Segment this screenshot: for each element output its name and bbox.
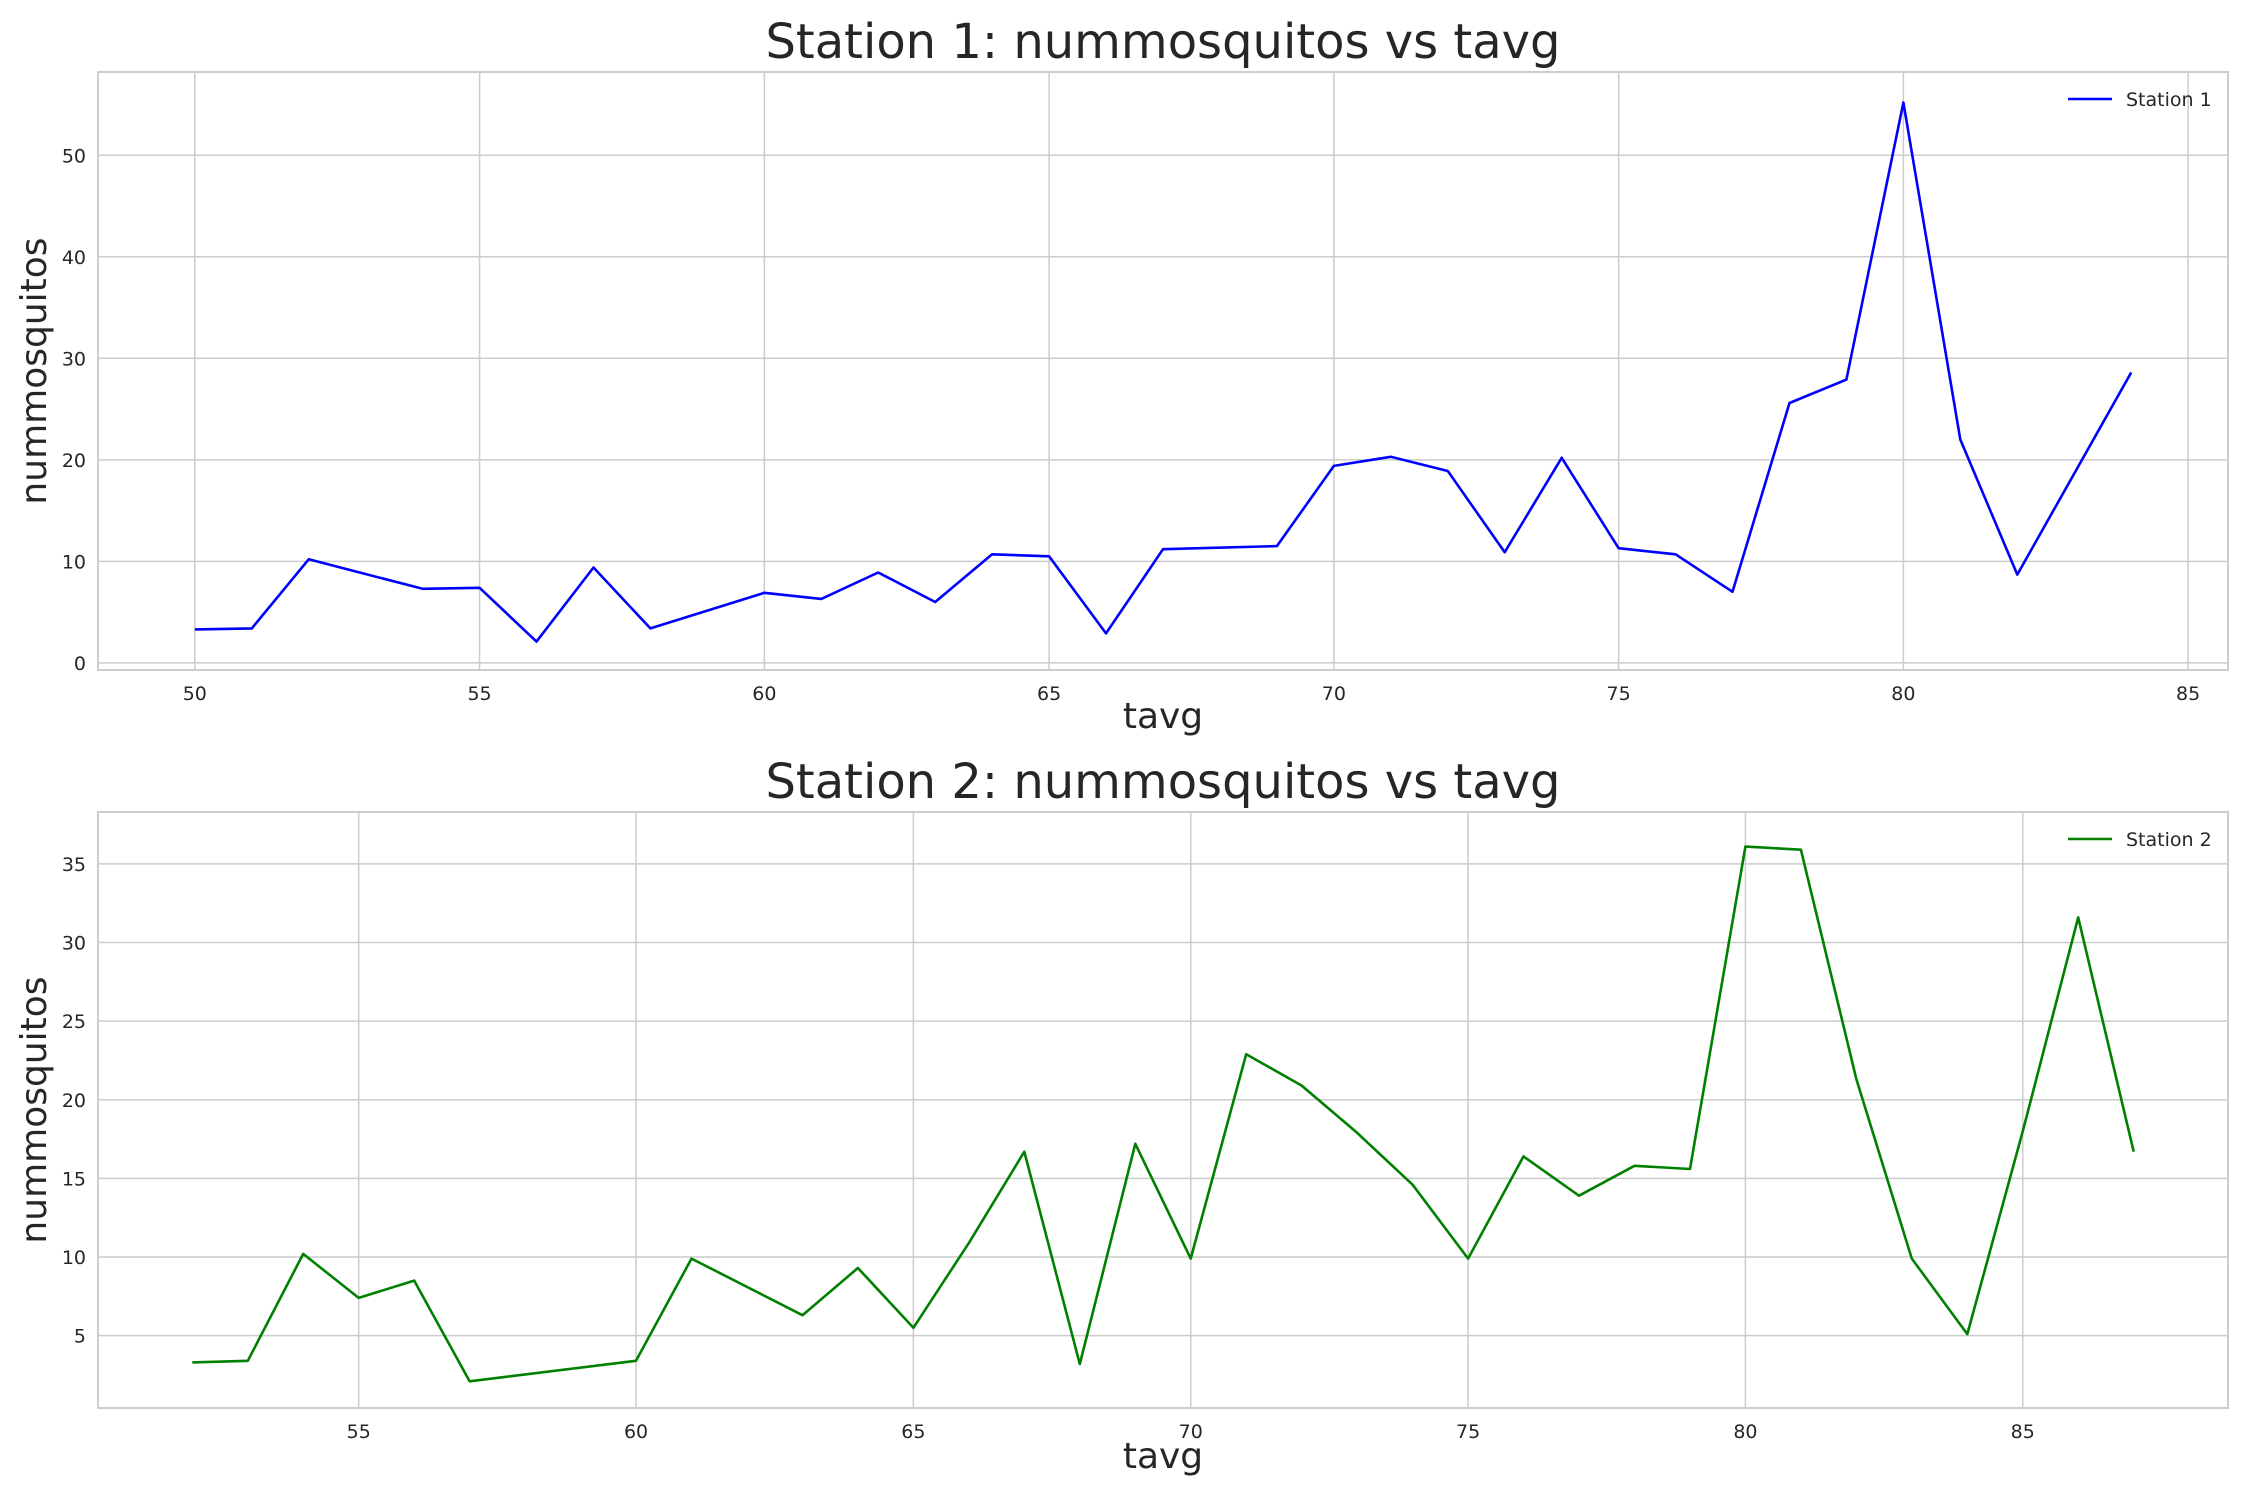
y-tick-label: 30: [62, 348, 86, 370]
x-tick-label: 85: [2011, 1421, 2035, 1443]
y-tick-label: 5: [74, 1326, 86, 1348]
chart-panel-2: 55 60 65 70 75 80 85 5 10 15 20 25 30 35 Station 2: nu…: [14, 754, 2229, 1477]
x-tick-label: 75: [1607, 683, 1631, 705]
series-line-1: [192, 845, 2135, 1383]
legend-label: Station 2: [2126, 829, 2212, 851]
series-line-1: [194, 101, 2133, 643]
x-tick-label: 80: [1733, 1421, 1757, 1443]
x-tick-label: 60: [624, 1421, 648, 1443]
x-tick-label: 85: [2176, 683, 2200, 705]
x-tick-label: 75: [1456, 1421, 1480, 1443]
y-tick-label: 50: [62, 145, 86, 167]
x-tick-label: 50: [183, 683, 207, 705]
y-tick-label: 25: [62, 1011, 86, 1033]
y-axis-label: nummosquitos: [14, 976, 55, 1243]
chart-panel-1: 50 55 60 65 70 75 80 85 0 10 20 30 40 50 Station 1: nu…: [14, 14, 2229, 737]
chart-title: Station 2: nummosquitos vs tavg: [765, 754, 1560, 810]
legend-label: Station 1: [2126, 89, 2212, 111]
x-axis-label: tavg: [1123, 696, 1203, 737]
x-tick-label: 65: [1037, 683, 1061, 705]
x-tick-label: 70: [1179, 1421, 1203, 1443]
x-tick-label: 60: [752, 683, 776, 705]
plot-frame: [97, 811, 2229, 1409]
y-tick-label: 40: [62, 247, 86, 269]
y-axis-label: nummosquitos: [14, 237, 55, 504]
x-tick-label: 80: [1891, 683, 1915, 705]
chart-title: Station 1: nummosquitos vs tavg: [765, 14, 1560, 70]
x-tick-label: 55: [467, 683, 491, 705]
x-axis-label: tavg: [1123, 1436, 1203, 1477]
x-tick-label: 70: [1322, 683, 1346, 705]
y-tick-label: 30: [62, 933, 86, 955]
plot-frame: [97, 71, 2229, 671]
y-tick-label: 15: [62, 1168, 86, 1190]
x-tick-label: 55: [347, 1421, 371, 1443]
y-tick-label: 0: [74, 653, 86, 675]
y-tick-label: 20: [62, 1090, 86, 1112]
y-tick-label: 10: [62, 551, 86, 573]
y-tick-label: 35: [62, 854, 86, 876]
y-tick-label: 20: [62, 450, 86, 472]
x-tick-label: 65: [901, 1421, 925, 1443]
y-tick-label: 10: [62, 1247, 86, 1269]
